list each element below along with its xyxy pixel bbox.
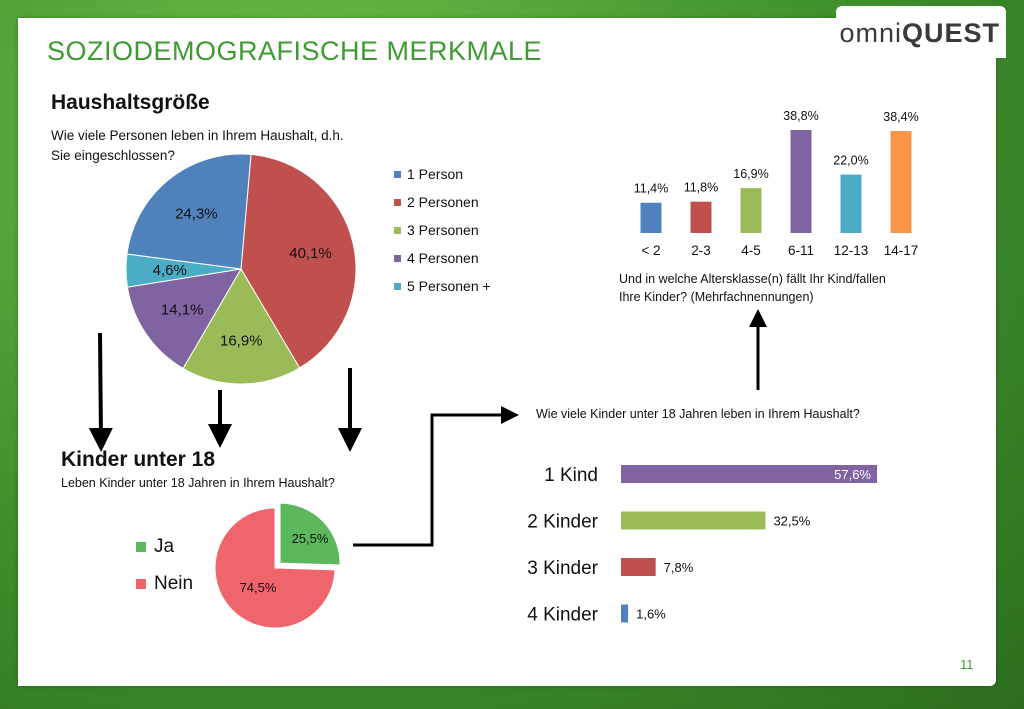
pie-label-ja: 25,5% <box>292 531 329 546</box>
legend-label: Ja <box>154 535 175 557</box>
legend-label: 3 Personen <box>407 222 479 238</box>
age-bar-2 <box>640 202 662 233</box>
pie-slice-2-personen <box>240 153 357 369</box>
age-bar-value-label: 16,9% <box>733 167 768 181</box>
age-category-label: 14-17 <box>884 243 919 258</box>
pie-label-4-personen: 14,1% <box>161 301 204 318</box>
legend-swatch <box>394 254 401 262</box>
age-question-line1: Und in welche Altersklasse(n) fällt Ihr … <box>619 272 886 286</box>
pie-slice-ja <box>279 502 341 566</box>
legend-item-1-person: 1 Person <box>394 160 491 188</box>
legend-swatch <box>136 541 146 552</box>
age-question-line2: Ihre Kinder? (Mehrfachnennungen) <box>619 290 814 304</box>
legend-swatch <box>136 578 146 589</box>
count-category-label: 2 Kinder <box>527 512 598 533</box>
page-number: 11 <box>960 657 974 672</box>
count-bar-1-kind <box>621 465 877 483</box>
pie-slice-3-personen <box>182 268 301 385</box>
pie-label-5-personen: 4,6% <box>153 262 187 279</box>
age-bar-14-17 <box>890 131 912 233</box>
age-category-label: < 2 <box>641 243 660 258</box>
pie-slice-nein <box>214 507 336 629</box>
legend-swatch <box>394 282 401 290</box>
age-bar-6-11 <box>790 130 812 233</box>
legend-item-ja: Ja <box>136 528 193 565</box>
pie-label-1-person: 24,3% <box>175 205 218 222</box>
count-category-label: 4 Kinder <box>527 605 598 626</box>
count-bar-value-label: 7,8% <box>664 560 694 575</box>
count-bar-value-label: 32,5% <box>773 514 810 529</box>
legend-label: 2 Personen <box>407 194 479 210</box>
pie-slice-4-personen <box>126 268 242 370</box>
page-title: SOZIODEMOGRAFISCHE MERKMALE <box>47 36 543 66</box>
count-bar-3-kinder <box>621 558 656 576</box>
household-question-line2: Sie eingeschlossen? <box>51 148 175 163</box>
count-bar-2-kinder <box>621 511 766 530</box>
count-bar-value-label: 1,6% <box>636 607 666 622</box>
legend-label: 1 Person <box>407 166 464 182</box>
age-category-label: 12-13 <box>834 243 869 258</box>
household-legend: 1 Person 2 Personen 3 Personen 4 Personen 5 … <box>394 160 491 300</box>
age-bar-value-label: 38,4% <box>883 110 918 124</box>
logo-tab <box>836 6 1006 58</box>
legend-swatch <box>394 198 401 206</box>
connector-arrow <box>353 406 519 547</box>
children-question: Leben Kinder unter 18 Jahren in Ihrem Ha… <box>61 476 335 490</box>
age-category-label: 6-11 <box>788 243 814 258</box>
logo-text-suffix: QUEST <box>901 18 1000 48</box>
age-bar-value-label: 22,0% <box>833 154 868 168</box>
age-bar-12-13 <box>840 174 862 233</box>
age-category-label: 2-3 <box>691 243 711 258</box>
logo-text-prefix: omni <box>839 18 902 48</box>
legend-item-5-personen: 5 Personen + <box>394 272 491 300</box>
legend-label: 5 Personen + <box>407 278 491 294</box>
down-arrow-left <box>88 332 113 452</box>
legend-label: Nein <box>154 572 194 594</box>
pie-label-nein: 74,5% <box>240 580 277 595</box>
legend-label: 4 Personen <box>407 250 479 266</box>
legend-swatch <box>394 170 401 178</box>
household-heading: Haushaltsgröße <box>51 91 210 114</box>
age-bar-value-label: 38,8% <box>783 109 818 123</box>
count-category-label: 1 Kind <box>544 465 598 486</box>
count-bar-value-label: 57,6% <box>834 467 871 482</box>
pie-slice-1-person <box>126 153 252 270</box>
age-bar-4-5 <box>740 188 762 233</box>
age-bar-2-3 <box>690 201 712 233</box>
legend-item-2-personen: 2 Personen <box>394 188 491 216</box>
household-question-line1: Wie viele Personen leben in Ihrem Hausha… <box>51 128 344 143</box>
children-heading: Kinder unter 18 <box>61 448 216 471</box>
age-bar-value-label: 11,8% <box>684 181 719 195</box>
legend-swatch <box>394 226 401 234</box>
omniquest-logo: omniQUEST <box>839 18 1000 49</box>
count-category-label: 3 Kinder <box>527 558 598 579</box>
age-bar-value-label: 11,4% <box>634 182 669 196</box>
pie-label-2-personen: 40,1% <box>289 245 332 262</box>
age-category-label: 4-5 <box>741 243 761 258</box>
legend-item-nein: Nein <box>136 565 193 602</box>
pie-label-3-personen: 16,9% <box>220 332 263 349</box>
legend-item-3-personen: 3 Personen <box>394 216 491 244</box>
legend-item-4-personen: 4 Personen <box>394 244 491 272</box>
children-legend: Ja Nein <box>136 528 193 602</box>
count-question: Wie viele Kinder unter 18 Jahren leben i… <box>536 407 860 421</box>
count-bar-4-kinder <box>621 604 629 623</box>
